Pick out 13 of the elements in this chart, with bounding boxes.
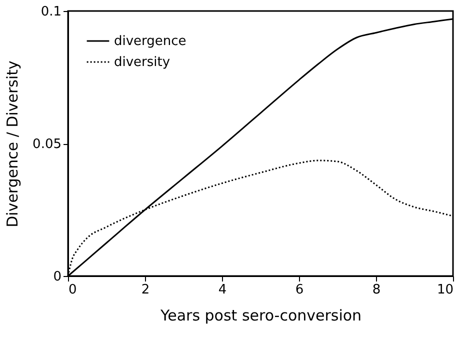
y-tick-label: 0	[53, 270, 62, 284]
y-tick-label: 0.05	[32, 137, 62, 152]
x-tick-label: 8	[372, 282, 381, 298]
x-axis-title: Years post sero-conversion	[159, 306, 362, 324]
x-tick-label: 6	[295, 282, 304, 298]
x-tick-label: 4	[218, 282, 227, 298]
x-tick-label: 0	[68, 282, 77, 298]
y-axis-title: Divergence / Diversity	[4, 60, 22, 228]
legend-label: diversity	[114, 55, 170, 70]
x-tick-label: 2	[141, 282, 150, 298]
y-tick-label: 0.1	[40, 4, 62, 20]
legend-label: divergence	[114, 34, 186, 49]
x-tick-label: 10	[436, 282, 454, 298]
